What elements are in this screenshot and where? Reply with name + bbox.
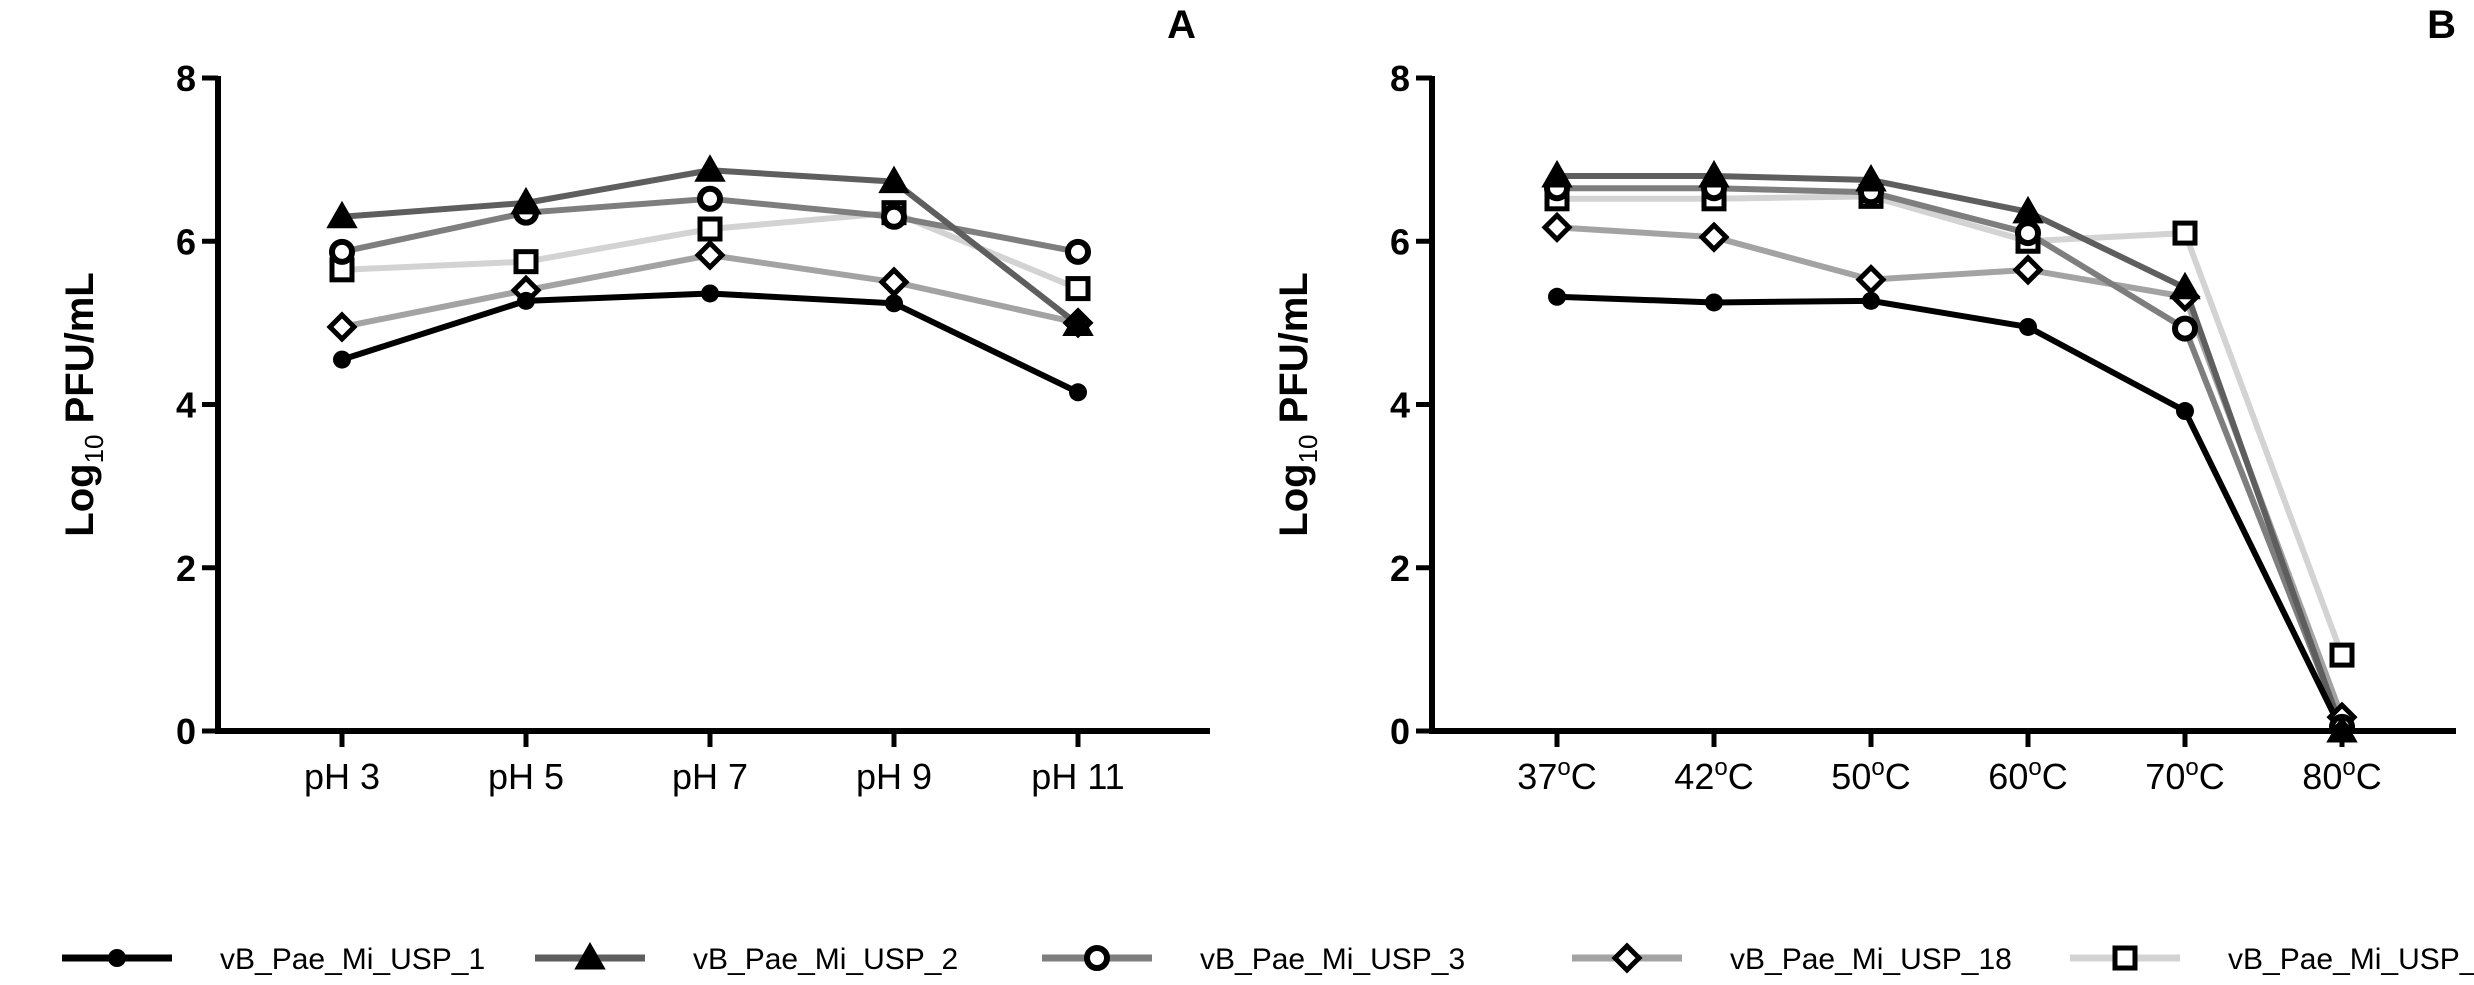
data-point-vB_Pae_Mi_USP_1	[517, 291, 535, 310]
data-point-vB_Pae_Mi_USP_1	[2333, 722, 2351, 740]
data-point-vB_Pae_Mi_USP_3	[1065, 238, 1091, 265]
data-point-vB_Pae_Mi_USP_1	[1862, 291, 1880, 310]
data-point-vB_Pae_Mi_USP_18	[1698, 221, 1730, 253]
panel-letter: B	[2427, 3, 2456, 47]
data-point-vB_Pae_Mi_USP_3	[697, 185, 723, 212]
data-point-vB_Pae_Mi_USP_18	[2012, 254, 2044, 286]
legend-marker	[1611, 942, 1643, 974]
legend-label: vB_Pae_Mi_USP_18	[1730, 943, 2012, 976]
y-tick-label: 4	[1390, 385, 1410, 426]
data-point-vB_Pae_Mi_USP_25	[1065, 276, 1091, 302]
data-point-vB_Pae_Mi_USP_2	[1855, 164, 1887, 192]
legend: vB_Pae_Mi_USP_1 vB_Pae_Mi_USP_2 vB_Pae_Mi_…	[62, 941, 2474, 976]
x-tick-label: 42oC	[1674, 754, 1753, 797]
series-line-vB_Pae_Mi_USP_1	[341, 290, 1080, 395]
y-tick-label: 8	[1390, 58, 1410, 99]
series-line-vB_Pae_Mi_USP_3	[1557, 185, 2345, 729]
legend-marker	[574, 941, 606, 970]
legend-label: vB_Pae_Mi_USP_25	[2228, 943, 2474, 976]
x-tick-label: pH 11	[1031, 756, 1124, 797]
y-tick-label: 8	[176, 58, 196, 99]
data-point-vB_Pae_Mi_USP_1	[1069, 383, 1087, 402]
data-point-vB_Pae_Mi_USP_25	[2172, 220, 2198, 246]
legend-label: vB_Pae_Mi_USP_1	[220, 943, 485, 976]
x-tick-label: 70oC	[2145, 754, 2224, 797]
data-point-vB_Pae_Mi_USP_25	[697, 216, 723, 242]
y-tick-label: 2	[176, 548, 196, 589]
data-point-vB_Pae_Mi_USP_2	[510, 186, 542, 215]
legend-item: vB_Pae_Mi_USP_3	[1042, 943, 1465, 976]
data-point-vB_Pae_Mi_USP_3	[2015, 220, 2041, 247]
legend-item: vB_Pae_Mi_USP_2	[535, 941, 958, 976]
legend-item: vB_Pae_Mi_USP_18	[1572, 942, 2012, 976]
data-point-vB_Pae_Mi_USP_2	[326, 200, 358, 229]
legend-label: vB_Pae_Mi_USP_3	[1200, 943, 1465, 976]
x-tick-label: pH 7	[672, 756, 748, 797]
data-point-vB_Pae_Mi_USP_18	[1541, 211, 1573, 243]
series-line-vB_Pae_Mi_USP_25	[1557, 193, 2345, 657]
data-point-vB_Pae_Mi_USP_2	[694, 154, 726, 182]
data-point-vB_Pae_Mi_USP_18	[694, 239, 726, 271]
legend-marker	[2112, 945, 2138, 971]
data-point-vB_Pae_Mi_USP_2	[1541, 159, 1573, 188]
x-tick-label: 60oC	[1988, 754, 2067, 797]
data-point-vB_Pae_Mi_USP_1	[333, 350, 351, 369]
data-point-vB_Pae_Mi_USP_1	[885, 294, 903, 313]
legend-item: vB_Pae_Mi_USP_1	[62, 943, 485, 976]
series-line-vB_Pae_Mi_USP_1	[1556, 293, 2345, 733]
y-axis-label: Log10 PFU/mL	[1272, 272, 1323, 536]
y-tick-label: 6	[176, 221, 196, 262]
y-tick-label: 4	[176, 385, 196, 426]
data-point-vB_Pae_Mi_USP_1	[2176, 402, 2194, 421]
data-point-vB_Pae_Mi_USP_1	[1548, 287, 1566, 306]
data-point-vB_Pae_Mi_USP_1	[2019, 317, 2037, 336]
x-tick-label: 80oC	[2302, 754, 2381, 797]
data-point-vB_Pae_Mi_USP_2	[1062, 308, 1094, 337]
x-tick-label: 37oC	[1517, 754, 1596, 797]
y-tick-label: 0	[1390, 711, 1410, 752]
x-tick-label: pH 9	[856, 756, 932, 797]
y-tick-label: 6	[1390, 221, 1410, 262]
y-axis-label: Log10 PFU/mL	[58, 272, 109, 536]
data-point-vB_Pae_Mi_USP_18	[878, 266, 910, 298]
data-point-vB_Pae_Mi_USP_2	[2012, 195, 2044, 224]
x-tick-label: pH 5	[488, 756, 564, 797]
data-point-vB_Pae_Mi_USP_3	[2172, 315, 2198, 342]
series-line-vB_Pae_Mi_USP_2	[1557, 172, 2345, 733]
x-tick-label: 50oC	[1831, 754, 1910, 797]
data-point-vB_Pae_Mi_USP_1	[701, 284, 719, 303]
data-point-vB_Pae_Mi_USP_25	[513, 249, 539, 275]
data-point-vB_Pae_Mi_USP_1	[1705, 293, 1723, 312]
chart-panel-b: 0 2 4 6 8 Log10 PFU/mL 37oC 42oC 50oC 60oC 70oC 80o…	[1272, 3, 2456, 797]
panel-letter: A	[1167, 3, 1196, 47]
legend-marker	[1084, 945, 1110, 971]
y-tick-label: 0	[176, 711, 196, 752]
data-point-vB_Pae_Mi_USP_2	[878, 165, 910, 194]
data-point-vB_Pae_Mi_USP_25	[2329, 642, 2355, 668]
legend-marker	[108, 949, 126, 967]
legend-item: vB_Pae_Mi_USP_25	[2070, 943, 2474, 976]
data-point-vB_Pae_Mi_USP_3	[329, 238, 355, 265]
data-point-vB_Pae_Mi_USP_2	[1698, 159, 1730, 188]
y-tick-label: 2	[1390, 548, 1410, 589]
data-point-vB_Pae_Mi_USP_3	[881, 203, 907, 230]
chart-panel-a: 0 2 4 6 8 Log10 PFU/mL pH 3 pH 5 pH 7 pH 9 pH 11 A	[58, 3, 1210, 797]
data-point-vB_Pae_Mi_USP_18	[1855, 264, 1887, 296]
x-tick-label: pH 3	[304, 756, 380, 797]
data-point-vB_Pae_Mi_USP_2	[2169, 271, 2201, 300]
data-point-vB_Pae_Mi_USP_18	[326, 311, 358, 343]
legend-label: vB_Pae_Mi_USP_2	[693, 943, 958, 976]
